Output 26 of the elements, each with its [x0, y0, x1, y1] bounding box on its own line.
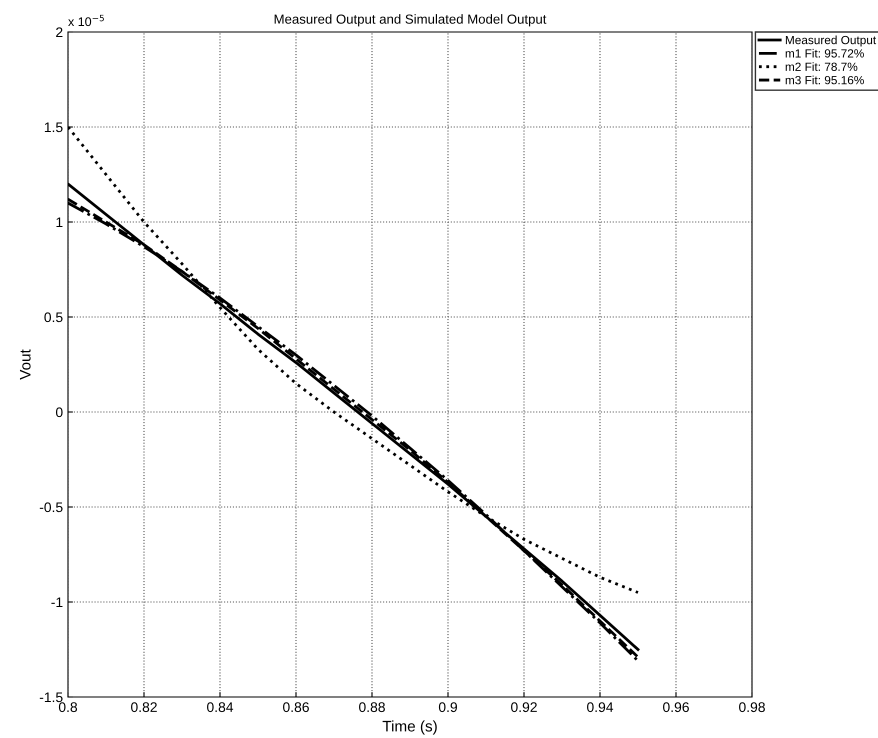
x-tick-label: 0.9 — [438, 702, 457, 712]
x-tick-label: 0.84 — [207, 702, 234, 712]
x-tick-label: 0.8 — [58, 702, 78, 712]
y-tick-label: 1.5 — [44, 122, 63, 132]
legend-label: m2 Fit: 78.7% — [786, 62, 858, 71]
x-tick-label: 0.96 — [663, 702, 689, 712]
y-tick-label: 0.5 — [44, 312, 63, 322]
legend-label: m1 Fit: 95.72% — [786, 48, 864, 58]
chart-title: Measured Output and Simulated Model Output — [274, 14, 546, 26]
x-tick-label: 0.86 — [283, 702, 309, 712]
y-tick-label: -1.5 — [40, 692, 63, 702]
x-axis-title: Time (s) — [382, 720, 437, 735]
x-tick-label: 0.92 — [511, 702, 537, 712]
y-axis-title: Vout — [20, 349, 31, 380]
legend-label: m3 Fit: 95.16% — [786, 76, 864, 84]
y-tick-label: -1 — [51, 597, 62, 608]
x-tick-label: 0.98 — [739, 702, 765, 712]
y-tick-label: 1 — [56, 217, 62, 228]
x-tick-label: 0.88 — [359, 702, 385, 712]
legend-label: Measured Output — [786, 36, 876, 47]
y-tick-label: 0 — [56, 407, 63, 418]
y-tick-label: 2 — [56, 27, 62, 38]
x-tick-label: 0.82 — [131, 702, 157, 712]
y-tick-label: -0.5 — [40, 502, 63, 512]
text: x 10$^{−5}$ — [68, 14, 104, 26]
x-tick-label: 0.94 — [587, 702, 614, 712]
